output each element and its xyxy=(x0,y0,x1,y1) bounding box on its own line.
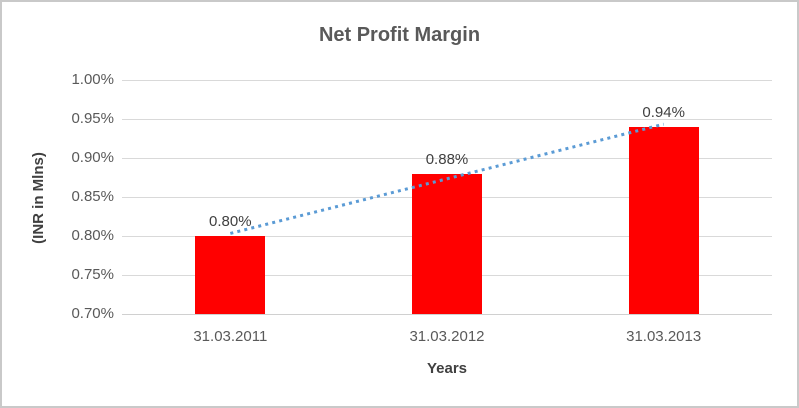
bar xyxy=(628,126,699,314)
bar xyxy=(412,173,482,314)
bar-data-label: 0.94% xyxy=(642,103,685,121)
y-tick-label: 0.95% xyxy=(71,110,114,127)
bar-data-label: 0.80% xyxy=(209,213,252,230)
gridline xyxy=(122,119,772,120)
y-tick-label: 1.00% xyxy=(71,71,114,88)
x-tick-label: 31.03.2011 xyxy=(193,328,268,345)
y-tick-label: 0.80% xyxy=(71,227,114,244)
x-tick-label: 31.03.2012 xyxy=(409,328,485,345)
y-tick-label: 0.75% xyxy=(71,266,114,283)
chart-title: Net Profit Margin xyxy=(318,24,481,46)
bar xyxy=(195,236,266,314)
x-tick-label: 31.03.2013 xyxy=(626,328,702,345)
y-tick-label: 0.70% xyxy=(71,305,114,322)
gridline xyxy=(122,314,772,315)
y-tick-label: 0.85% xyxy=(71,188,114,205)
x-axis-title: Years xyxy=(426,360,468,377)
bar-data-label: 0.88% xyxy=(425,150,469,168)
gridline xyxy=(122,80,772,81)
y-tick-label: 0.90% xyxy=(71,149,114,166)
